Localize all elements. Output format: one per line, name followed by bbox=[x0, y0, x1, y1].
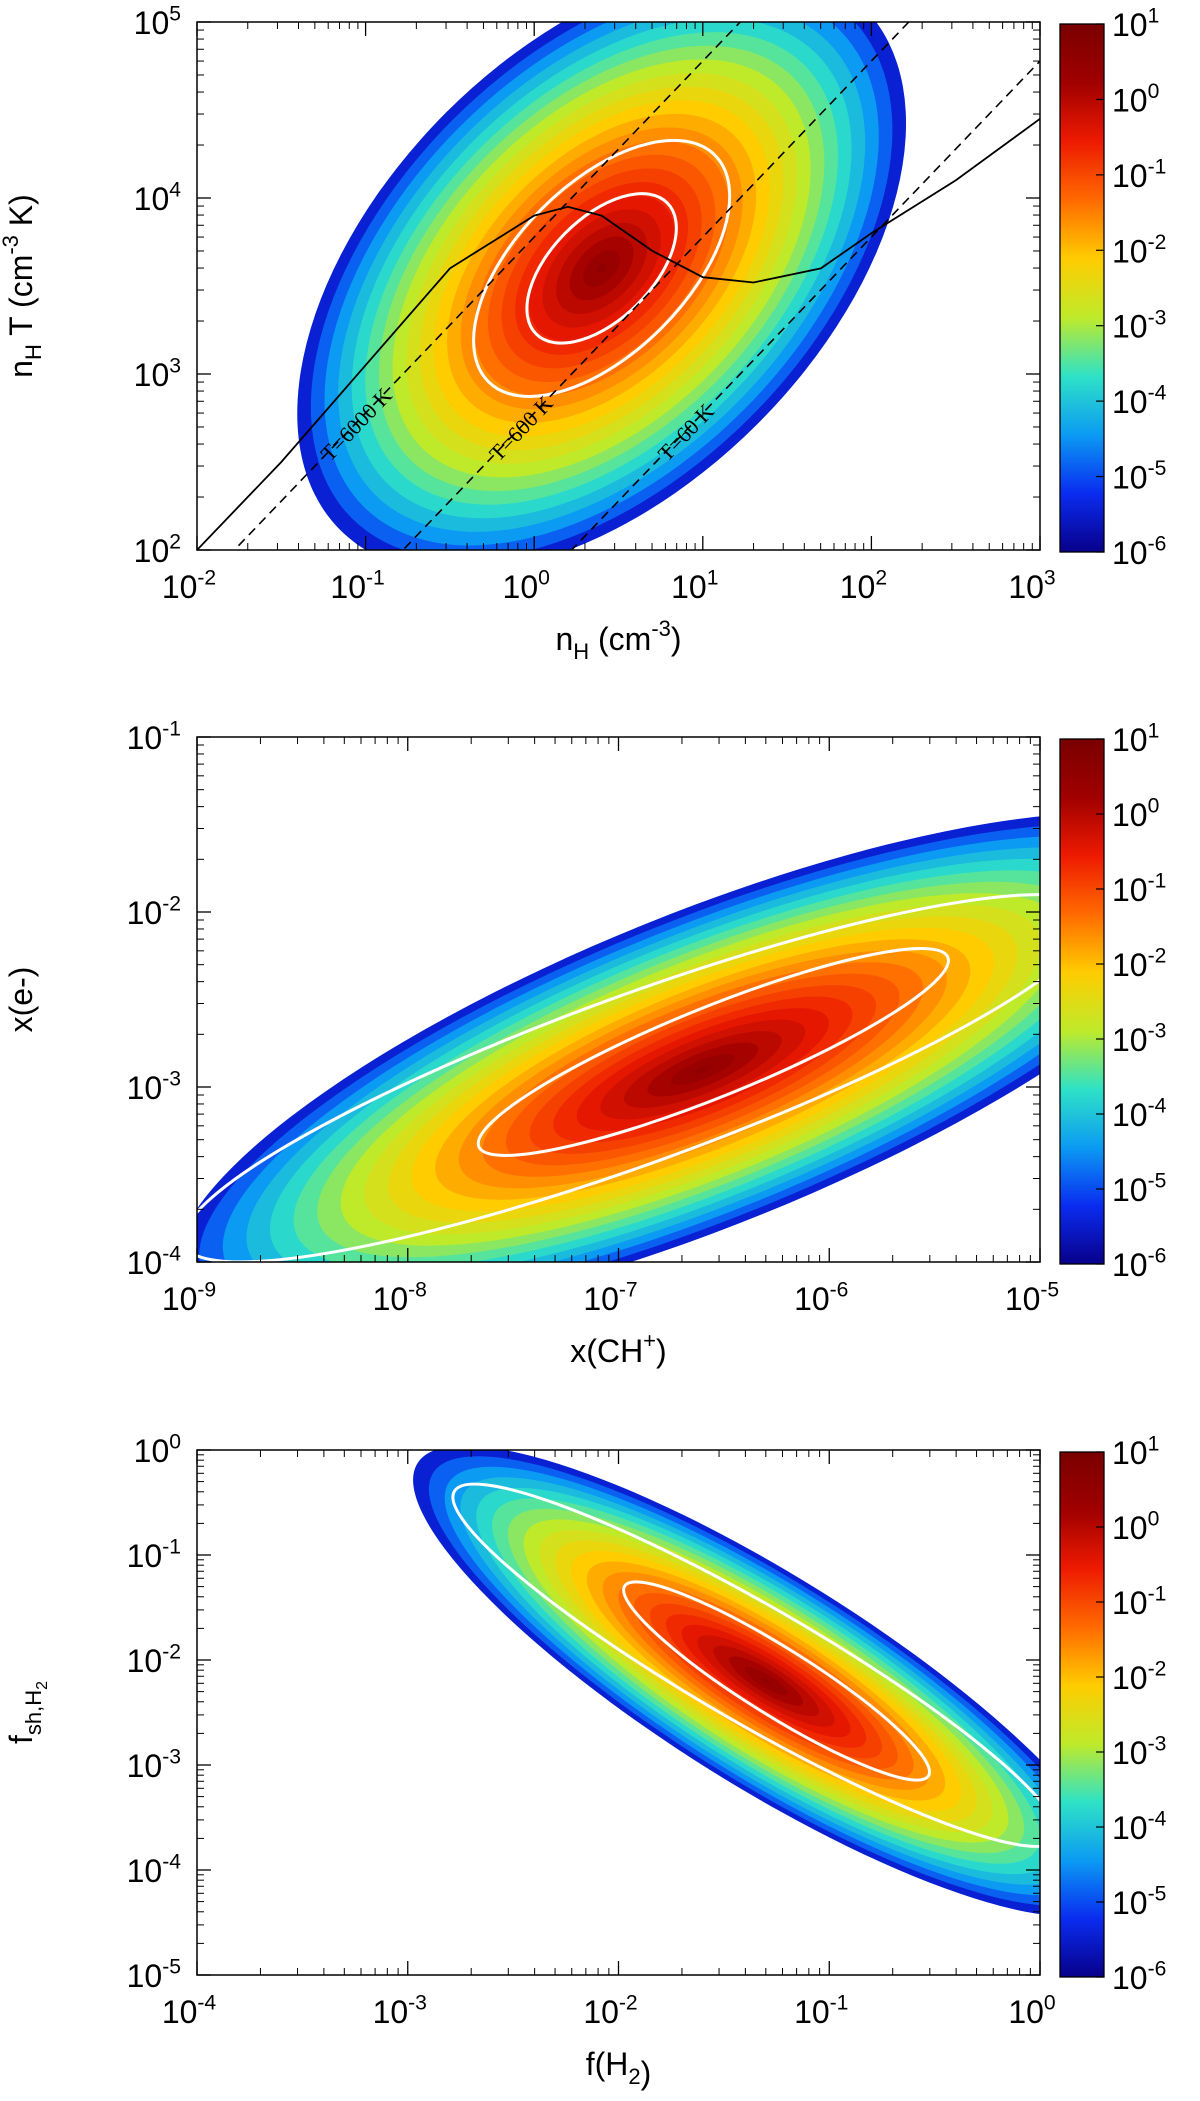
y-tick-label: 10-3 bbox=[127, 1068, 181, 1106]
y-tick-label: 102 bbox=[134, 531, 181, 569]
x-tick-label: 100 bbox=[1008, 1992, 1055, 2030]
y-axis: 10-4 10-3 10-2 10-1 bbox=[127, 718, 1040, 1281]
white-contour-2 bbox=[476, 947, 950, 1157]
colorbar-tick-label: 10-1 bbox=[1112, 1583, 1166, 1621]
y-tick-label: 10-2 bbox=[127, 1641, 181, 1679]
colorbar-tick-label: 10-2 bbox=[1112, 231, 1166, 269]
x-axis: 10-4 10-3 10-2 10-1 100 bbox=[162, 1450, 1056, 2030]
x-tick-label: 101 bbox=[671, 567, 718, 605]
colorbar: 101 100 10-1 10-2 10-3 10-4 10-5 10-6 bbox=[1059, 5, 1167, 571]
panel-1: T=6000 K T=600 K T=60 K10-2 10-1 100 101 102 10… bbox=[0, 3, 1167, 664]
colorbar-tick-label: 10-6 bbox=[1112, 533, 1166, 571]
y-tick-label: 10-4 bbox=[127, 1243, 182, 1281]
y-tick-label: 10-2 bbox=[127, 893, 181, 931]
isotherm-line-1 bbox=[233, 22, 742, 550]
colorbar-tick-label: 101 bbox=[1112, 5, 1159, 43]
y-axis: 102 103 104 105 bbox=[134, 3, 1040, 569]
colorbar-tick-label: 101 bbox=[1112, 720, 1159, 758]
heatmap-plot-area: T=6000 K T=600 K T=60 K bbox=[197, 22, 1040, 550]
density-level bbox=[760, 1677, 772, 1685]
colorbar: 101 100 10-1 10-2 10-3 10-4 10-5 10-6 bbox=[1059, 1433, 1167, 1996]
colorbar-tick-label: 10-6 bbox=[1112, 1245, 1166, 1283]
colorbar-tick-label: 10-3 bbox=[1112, 1020, 1166, 1058]
colorbar-tick-label: 100 bbox=[1112, 1508, 1159, 1546]
x-axis-label: f(H2) bbox=[586, 2046, 652, 2091]
x-tick-label: 10-9 bbox=[162, 1279, 216, 1317]
white-contour-1 bbox=[197, 893, 1040, 1262]
y-tick-label: 10-3 bbox=[127, 1746, 181, 1784]
y-axis: 10-5 10-4 10-3 10-2 10-1 100 bbox=[127, 1431, 1040, 1994]
heatmap-plot-area bbox=[197, 1450, 1040, 1975]
y-tick-label: 100 bbox=[134, 1431, 181, 1469]
x-axis-label: nH (cm-3) bbox=[555, 616, 681, 664]
x-tick-label: 10-1 bbox=[794, 1992, 848, 2030]
thermal-equilibrium-curve bbox=[197, 118, 1040, 550]
x-tick-label: 10-5 bbox=[1005, 1279, 1059, 1317]
y-tick-label: 10-1 bbox=[127, 1536, 181, 1574]
x-tick-label: 10-7 bbox=[583, 1279, 637, 1317]
colorbar-gradient bbox=[1059, 23, 1105, 553]
colorbar-tick-label: 10-4 bbox=[1112, 382, 1167, 420]
colorbar-gradient bbox=[1059, 738, 1105, 1265]
colorbar-tick-label: 100 bbox=[1112, 795, 1159, 833]
colorbar: 101 100 10-1 10-2 10-3 10-4 10-5 10-6 bbox=[1059, 720, 1167, 1283]
x-axis-label: x(CH+) bbox=[570, 1328, 666, 1369]
y-tick-label: 105 bbox=[134, 3, 181, 41]
colorbar-tick-label: 10-1 bbox=[1112, 870, 1166, 908]
colorbar-tick-label: 10-2 bbox=[1112, 945, 1166, 983]
heatmap-plot-area bbox=[197, 737, 1040, 1262]
x-tick-label: 100 bbox=[503, 567, 550, 605]
colorbar-tick-label: 10-4 bbox=[1112, 1808, 1167, 1846]
plot-frame bbox=[196, 21, 1041, 551]
panel-3: 10-4 10-3 10-2 10-1 10010-510-410-310-210-11… bbox=[3, 1431, 1167, 2091]
density-level bbox=[596, 263, 607, 274]
colorbar-tick-label: 10-6 bbox=[1112, 1958, 1166, 1996]
x-tick-label: 10-2 bbox=[583, 1992, 637, 2030]
x-tick-label: 103 bbox=[1008, 567, 1055, 605]
y-axis-label: fsh,H2 bbox=[3, 1681, 51, 1744]
x-tick-label: 10-2 bbox=[162, 567, 216, 605]
y-tick-label: 103 bbox=[134, 355, 181, 393]
x-tick-label: 10-4 bbox=[162, 1992, 217, 2030]
colorbar-tick-label: 10-3 bbox=[1112, 1733, 1166, 1771]
y-tick-label: 10-1 bbox=[127, 718, 181, 756]
y-axis-label: x(e-) bbox=[3, 967, 39, 1033]
y-tick-label: 10-4 bbox=[127, 1851, 182, 1889]
colorbar-tick-label: 10-1 bbox=[1112, 155, 1166, 193]
y-tick-label: 10-5 bbox=[127, 1956, 181, 1994]
x-tick-label: 102 bbox=[840, 567, 887, 605]
density-level bbox=[694, 1065, 711, 1074]
white-contour-2 bbox=[622, 1580, 932, 1782]
x-tick-label: 10-3 bbox=[373, 1992, 427, 2030]
colorbar-tick-label: 100 bbox=[1112, 80, 1159, 118]
colorbar-tick-label: 10-2 bbox=[1112, 1658, 1166, 1696]
white-contour-1 bbox=[472, 138, 732, 398]
colorbar-tick-label: 10-5 bbox=[1112, 1170, 1166, 1208]
x-tick-label: 10-6 bbox=[794, 1279, 848, 1317]
colorbar-tick-label: 10-5 bbox=[1112, 457, 1166, 495]
white-contour-1 bbox=[451, 1482, 1040, 1848]
colorbar-tick-label: 10-4 bbox=[1112, 1095, 1167, 1133]
colorbar-tick-label: 10-3 bbox=[1112, 306, 1166, 344]
x-axis: 10-2 10-1 100 101 102 103 bbox=[162, 22, 1056, 605]
colorbar-gradient bbox=[1059, 1451, 1105, 1978]
colorbar-tick-label: 10-5 bbox=[1112, 1883, 1166, 1921]
x-axis: 10-9 10-8 10-7 10-6 10-5 bbox=[162, 737, 1059, 1317]
y-axis-label: nH T (cm-3 K) bbox=[0, 194, 46, 378]
x-tick-label: 10-8 bbox=[373, 1279, 427, 1317]
y-tick-label: 104 bbox=[134, 179, 182, 217]
x-tick-label: 10-1 bbox=[330, 567, 384, 605]
colorbar-tick-label: 101 bbox=[1112, 1433, 1159, 1471]
panel-2: 10-9 10-8 10-7 10-6 10-5 10-4 10-3 10-2 10-1 x(CH… bbox=[3, 718, 1167, 1369]
